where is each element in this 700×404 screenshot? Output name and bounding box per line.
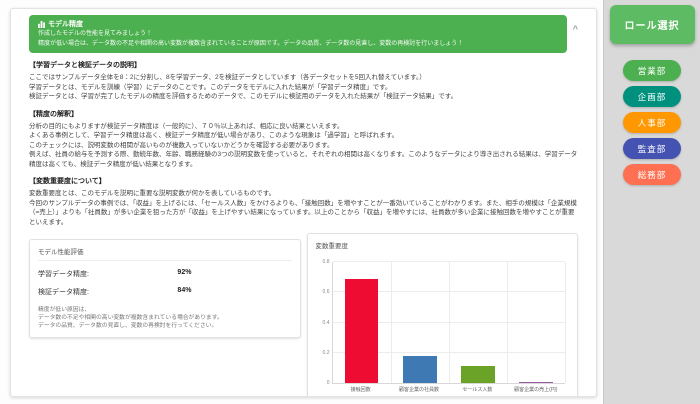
explanation-sections: 【学習データと検証データの説明】 ここではサンプルデータ全体を8：2に分割し、8… <box>29 60 578 227</box>
role-sidebar: ロール選択 営業部企画部人事部監査部総務部 <box>603 0 700 404</box>
role-button-企画部[interactable]: 企画部 <box>623 86 681 107</box>
chart-plot: 0 0.2 0.4 0.6 0.8 <box>323 259 566 386</box>
y-axis-tick: 0.6 <box>322 289 330 296</box>
section-paragraph: よくある事例として、学習データ精度は高く、検証データ精度が低い場合があり、このよ… <box>29 132 399 139</box>
banner-line-1: 作成したモデルの性能を見てみましょう！ <box>38 31 153 37</box>
x-axis-label: 顧客企業の売上(円) <box>514 387 558 393</box>
x-axis-label: 顧客企業の社員数 <box>399 387 440 393</box>
section-paragraph: 検証データとは、学習が完了したモデルの精度を評価するためのデータで、このモデルに… <box>29 93 458 100</box>
training-accuracy-row: 学習データ精度: 92% <box>38 269 292 279</box>
section-heading: 【精度の解釈】 <box>29 110 78 118</box>
chart-x-labels: 接触回数 顧客企業の社員数 セールス人数 顧客企業の売上(円) <box>332 386 566 393</box>
bar-接触回数 <box>344 278 379 383</box>
validation-accuracy-row: 検証データ精度: 84% <box>38 287 292 297</box>
performance-panel-title: モデル性能評価 <box>38 246 292 261</box>
role-button-人事部[interactable]: 人事部 <box>623 112 681 133</box>
section-paragraph: このチェックには、説明変数の相関が高いものが複数入っていないかどうかを確認する必… <box>29 141 334 149</box>
validation-accuracy-label: 検証データ精度: <box>38 289 89 296</box>
accuracy-note: 精度が低い原因は、 データ数の不足や相関の高い変数が複数含まれている場合がありま… <box>38 307 223 329</box>
gridline <box>448 262 450 383</box>
y-axis-tick: 0.2 <box>322 349 330 356</box>
training-accuracy-value: 92% <box>177 269 192 276</box>
section-paragraph: ここではサンプルデータ全体を8：2に分割し、8を学習データ、2を検証データとして… <box>29 74 426 81</box>
gridline <box>390 262 392 383</box>
section-paragraph: 変数重要度とは、このモデルを説明に重要な説明変数が何かを表しているものです。 <box>29 190 276 197</box>
model-accuracy-page: モデル精度 作成したモデルの性能を見てみましょう！ 精度が低い場合は、データ数の… <box>10 8 597 397</box>
bar-slot <box>507 262 565 383</box>
variable-importance-chart: 0 0.2 0.4 0.6 0.8 <box>323 259 566 386</box>
model-performance-panel: モデル性能評価 学習データ精度: 92% 検証データ精度: 84% 精度が低い原… <box>29 239 301 338</box>
collapse-banner-icon[interactable]: ^ <box>572 24 578 34</box>
section-heading: 【学習データと検証データの説明】 <box>29 62 141 69</box>
bar-セールス人数 <box>460 366 495 383</box>
role-button-営業部[interactable]: 営業部 <box>623 60 681 81</box>
training-accuracy-label: 学習データ精度: <box>38 271 89 278</box>
x-axis-label: 接触回数 <box>350 387 371 393</box>
bar-chart-icon <box>38 20 45 28</box>
gridline <box>332 261 565 262</box>
bar-顧客企業の売上(円) <box>519 381 553 383</box>
gridline <box>565 262 566 383</box>
bar-series <box>333 262 566 383</box>
section-heading: 【変数重要度について】 <box>29 178 106 185</box>
bar-slot <box>449 262 507 383</box>
role-button-総務部[interactable]: 総務部 <box>623 164 681 185</box>
chart-title: 変数重要度 <box>315 243 349 250</box>
y-axis-tick: 0.8 <box>322 259 330 265</box>
section-paragraph: 分析の目的にもよりますが検証データ精度は（一般的に）、７０％以上あれば、相応に良… <box>29 122 344 130</box>
section-paragraph: 今回のサンプルデータの事例では、「収益」を上げるには、「セールス人数」をかけるよ… <box>29 199 577 226</box>
x-axis-label: セールス人数 <box>462 387 493 393</box>
section-paragraph: 学習データとは、モデルを訓練（学習）にデータのことです。このデータをモデルに入れ… <box>29 83 392 91</box>
role-list: 営業部企画部人事部監査部総務部 <box>604 60 700 185</box>
section-paragraph: 例えば、社員の給与を予測する際、勤続年数、年齢、職務経験の3つの説明変数を使って… <box>29 151 578 168</box>
variable-importance-panel: 変数重要度 0 0.2 0.4 0.6 0.8 接触回数 顧客企業の社員数 セールス人数 顧客… <box>306 233 578 396</box>
validation-accuracy-value: 84% <box>177 287 192 294</box>
banner-line-2: 精度が低い場合は、データ数の不足や相関の高い変数が複数含まれていることが原因です… <box>38 40 464 47</box>
y-axis-tick: 0 <box>326 380 330 386</box>
y-axis-tick: 0.4 <box>322 319 330 326</box>
bar-顧客企業の社員数 <box>402 355 437 383</box>
bar-slot <box>333 262 391 383</box>
model-accuracy-banner: モデル精度 作成したモデルの性能を見てみましょう！ 精度が低い場合は、データ数の… <box>29 15 567 53</box>
role-select-header[interactable]: ロール選択 <box>609 5 695 44</box>
gridline <box>506 262 508 383</box>
role-button-監査部[interactable]: 監査部 <box>623 138 681 159</box>
bar-slot <box>391 262 449 383</box>
banner-title: モデル精度 <box>48 21 83 28</box>
